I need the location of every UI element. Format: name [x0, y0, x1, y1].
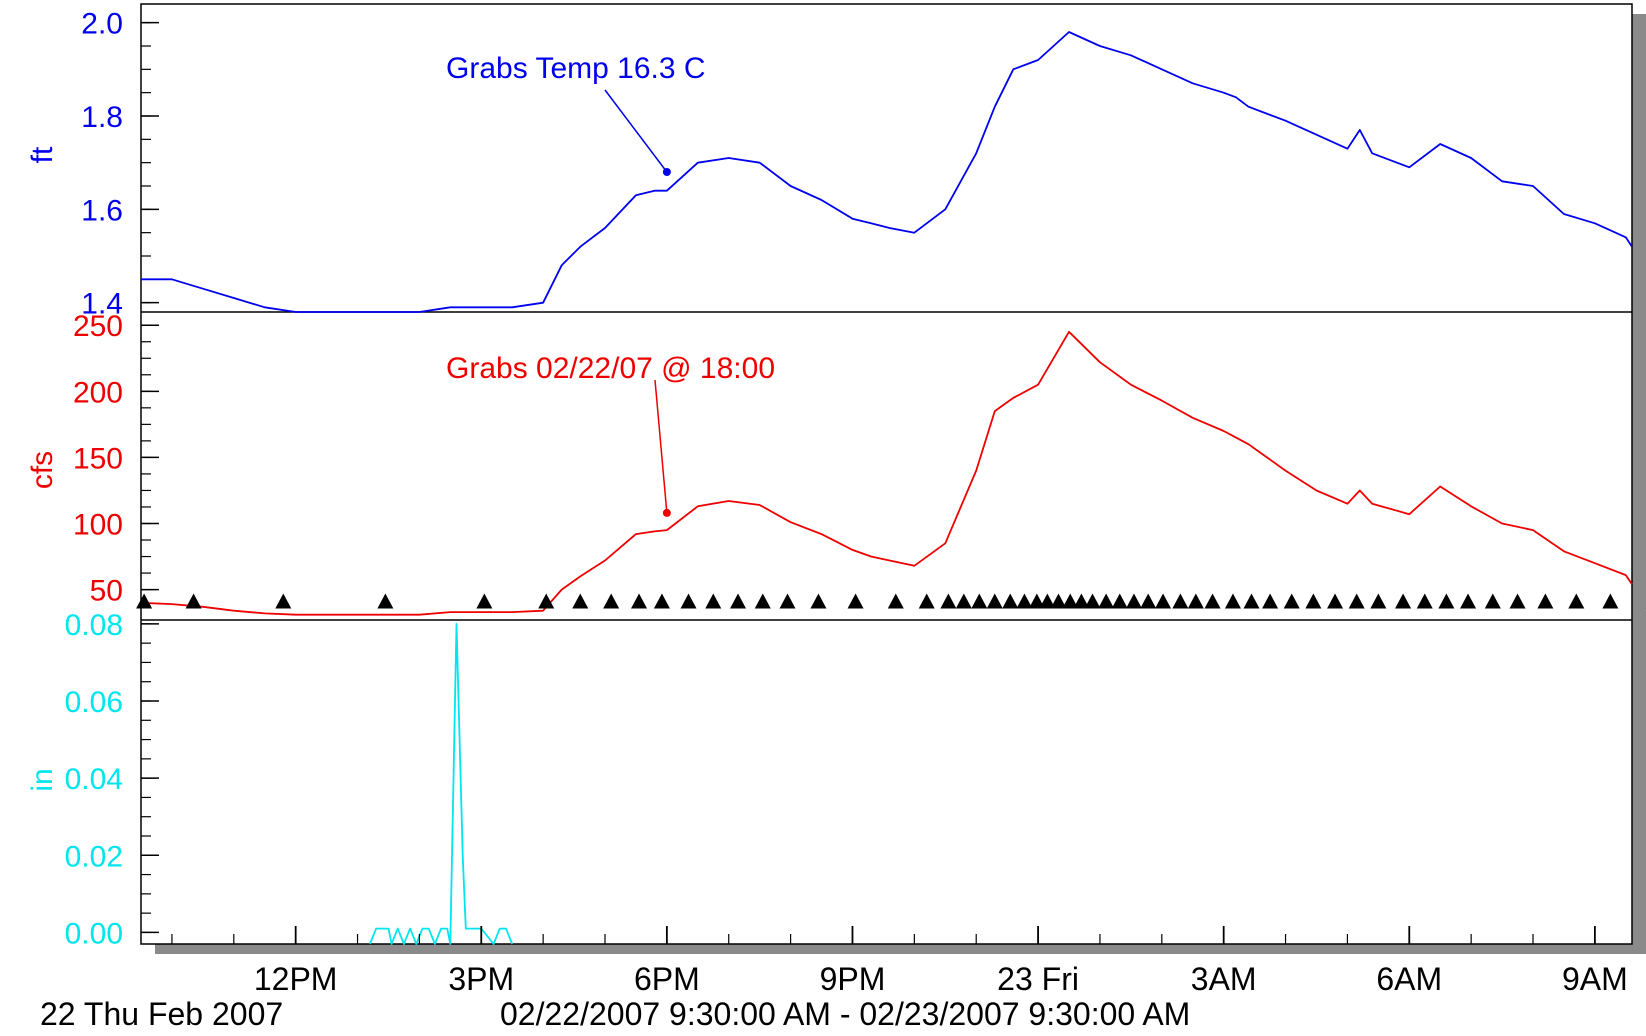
x-tick-label: 3AM	[1191, 961, 1257, 997]
y-tick-label: 0.08	[65, 609, 123, 642]
sample-marker	[1125, 593, 1142, 609]
sample-marker	[1438, 593, 1455, 609]
sample-marker	[1395, 593, 1412, 609]
sample-marker	[810, 593, 827, 609]
sample-marker	[631, 593, 648, 609]
sample-marker	[779, 593, 796, 609]
panel-stage: 1.4 1.6 1.8 2.0 ft Grabs Temp 16.3 C	[26, 8, 1633, 321]
sample-marker	[1460, 593, 1477, 609]
plot-frame	[140, 3, 1633, 945]
sample-marker	[1084, 593, 1101, 609]
sample-marker	[986, 593, 1003, 609]
sample-marker	[705, 593, 722, 609]
sample-marker	[1283, 593, 1300, 609]
sample-marker	[1305, 593, 1322, 609]
sample-marker	[1602, 593, 1619, 609]
y-tick-label: 2.0	[81, 8, 123, 41]
sample-marker	[1262, 593, 1279, 609]
sample-marker	[1073, 593, 1090, 609]
sample-marker	[1484, 593, 1501, 609]
sample-marker	[653, 593, 670, 609]
sample-marker	[1224, 593, 1241, 609]
y-tick-label: 250	[73, 310, 123, 343]
sample-marker	[1509, 593, 1526, 609]
y-tick-label: 0.00	[65, 917, 123, 950]
sample-marker	[476, 593, 493, 609]
sample-marker	[918, 593, 935, 609]
sample-marker	[847, 593, 864, 609]
sample-marker	[754, 593, 771, 609]
sample-marker	[1370, 593, 1387, 609]
x-tick-label: 6AM	[1376, 961, 1442, 997]
annotation-leader	[604, 89, 668, 173]
sample-marker	[1537, 593, 1554, 609]
y-tick-label: 100	[73, 509, 123, 542]
y-tick-label: 0.06	[65, 686, 123, 719]
sample-marker	[538, 593, 555, 609]
annotation-label: Grabs 02/22/07 @ 18:00	[446, 352, 775, 385]
sample-marker	[730, 593, 747, 609]
sample-marker	[1140, 593, 1157, 609]
y-tick-label: 0.04	[65, 763, 123, 796]
sample-marker	[1111, 593, 1128, 609]
sample-marker	[1039, 593, 1056, 609]
x-tick-label: 9PM	[820, 961, 886, 997]
sample-marker	[136, 593, 153, 609]
sample-marker	[1098, 593, 1115, 609]
y-tick-label: 0.02	[65, 840, 123, 873]
x-tick-label: 12PM	[254, 961, 338, 997]
sample-marker	[940, 593, 957, 609]
sample-marker	[185, 593, 202, 609]
panel-precipitation: 0.00 0.02 0.04 0.06 0.08 in	[26, 609, 514, 950]
sample-marker	[572, 593, 589, 609]
y-tick-label: 1.8	[81, 101, 123, 134]
annotation-point	[662, 508, 671, 517]
sample-marker	[971, 593, 988, 609]
y-tick-label: 200	[73, 376, 123, 409]
y-axis-label: in	[26, 768, 59, 791]
y-axis-label: cfs	[26, 451, 59, 489]
sample-marker	[1187, 593, 1204, 609]
sample-marker	[955, 593, 972, 609]
y-tick-label: 1.4	[81, 288, 123, 321]
range-label: 02/22/2007 9:30:00 AM - 02/23/2007 9:30:…	[500, 996, 1190, 1032]
sample-marker	[275, 593, 292, 609]
sample-marker	[1002, 593, 1019, 609]
series-line	[141, 31, 1633, 313]
sample-marker	[1327, 593, 1344, 609]
sample-marker	[1050, 593, 1067, 609]
y-tick-label: 150	[73, 442, 123, 475]
sample-marker	[377, 593, 394, 609]
sample-marker	[887, 593, 904, 609]
annotation-leader	[654, 379, 668, 513]
sample-marker	[1568, 593, 1585, 609]
sample-marker	[1204, 593, 1221, 609]
sample-marker	[1062, 593, 1079, 609]
sample-marker	[1016, 593, 1033, 609]
x-tick-label: 6PM	[634, 961, 700, 997]
annotation-point	[662, 168, 671, 176]
series-line	[140, 330, 1633, 616]
sample-marker	[1172, 593, 1189, 609]
sample-marker	[1028, 593, 1045, 609]
sample-marker	[680, 593, 697, 609]
y-axis-label: ft	[26, 146, 59, 163]
sample-marker	[1416, 593, 1433, 609]
sample-marker	[603, 593, 620, 609]
y-tick-label: 50	[90, 575, 123, 608]
annotation-label: Grabs Temp 16.3 C	[446, 52, 706, 85]
x-tick-label: 3PM	[448, 961, 514, 997]
series-line	[369, 623, 514, 945]
x-tick-label: 9AM	[1562, 961, 1628, 997]
sample-marker	[1348, 593, 1365, 609]
panel-discharge: 50 100 150 200 250 cfs Grabs 02/22/07 @ 18:00	[26, 310, 1646, 616]
date-label: 22 Thu Feb 2007	[40, 996, 283, 1032]
sample-marker	[1155, 593, 1172, 609]
y-tick-label: 1.6	[81, 194, 123, 227]
sample-marker	[1243, 593, 1260, 609]
x-tick-label: 23 Fri	[997, 961, 1079, 997]
